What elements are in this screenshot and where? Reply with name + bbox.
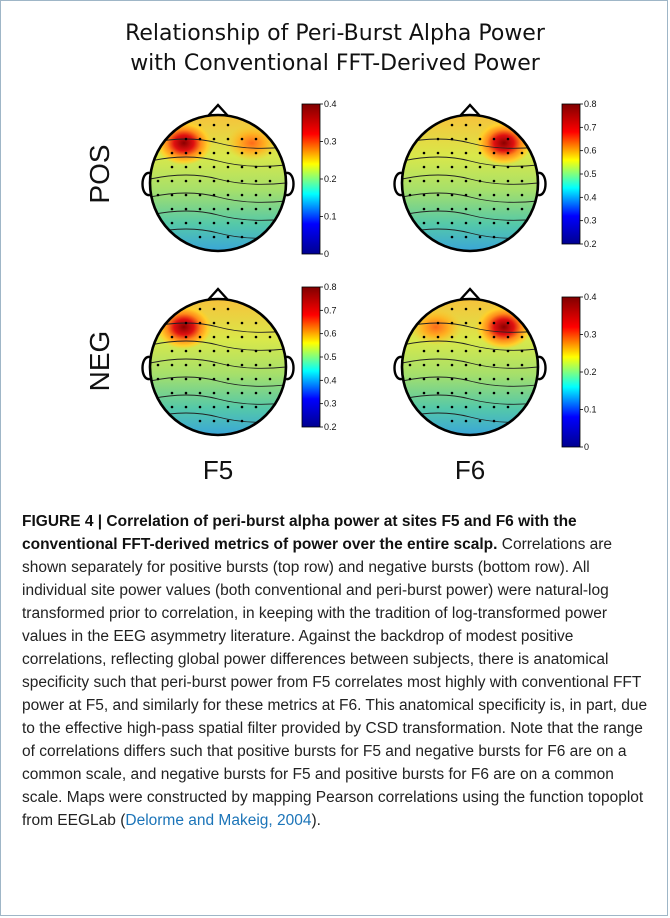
head-outline [148, 297, 288, 437]
topoplot-neg-f5 [141, 287, 295, 437]
electrode-dots [408, 307, 524, 423]
colorbar-tick-label: 0.2 [324, 174, 337, 184]
colorbar-tick-label: 0.3 [324, 137, 337, 147]
colorbar-tick-label: 0.6 [324, 329, 337, 339]
colorbar-tick-label: 0.3 [584, 216, 597, 226]
scalp-colormap [402, 299, 538, 435]
row-label-pos: POS [84, 144, 115, 204]
colorbar-tick-label: 0.7 [324, 305, 337, 315]
colorbar-tick-label: 0.7 [584, 122, 597, 132]
electrode-dots [156, 123, 272, 239]
colorbar-tick-label: 0 [324, 249, 329, 259]
nose-icon [459, 103, 481, 117]
head-outline [400, 297, 540, 437]
head-outline [400, 113, 540, 253]
nose-icon [459, 287, 481, 301]
caption-body-end: ). [311, 812, 321, 829]
colorbar-tick-label: 0.4 [584, 192, 597, 202]
figure-title-line1: Relationship of Peri-Burst Alpha Power [125, 21, 545, 46]
topoplot-pos-f6 [393, 103, 547, 253]
caption-reference-link[interactable]: Delorme and Makeig, 2004 [125, 812, 312, 829]
nose-icon [207, 103, 229, 117]
scalp-colormap [402, 115, 538, 251]
colorbar-tick-label: 0.4 [324, 375, 337, 385]
colorbar-gradient [301, 286, 321, 428]
left-ear-icon [141, 171, 151, 197]
right-ear-icon [537, 171, 547, 197]
colorbar-tick-label: 0.1 [584, 405, 597, 415]
colorbar-tick-label: 0.4 [584, 293, 597, 302]
left-ear-icon [393, 171, 403, 197]
col-label-f5: F5 [202, 455, 234, 485]
colorbar-gradient [561, 103, 581, 245]
colorbar-tick-label: 0.1 [324, 212, 337, 222]
colorbar-tick-label: 0.8 [584, 100, 597, 109]
nose-icon [207, 287, 229, 301]
topoplot-neg-f6 [393, 287, 547, 437]
colorbar-tick-label: 0 [584, 442, 589, 452]
colorbar-gradient [561, 296, 581, 448]
colorbar-tick-label: 0.5 [584, 169, 597, 179]
row-label-neg: NEG [84, 330, 115, 392]
colorbar-pos-f6: 0.8 0.7 0.6 0.5 0.4 0.3 0.2 [561, 100, 597, 249]
caption-heading: FIGURE 4 | Correlation of peri-burst alp… [22, 513, 577, 553]
right-ear-icon [285, 355, 295, 381]
right-ear-icon [537, 355, 547, 381]
colorbar-neg-f6: 0.4 0.3 0.2 0.1 0 [561, 293, 597, 452]
colorbar-tick-label: 0.6 [584, 146, 597, 156]
colorbar-tick-label: 0.8 [324, 283, 337, 292]
colorbar-tick-label: 0.2 [324, 422, 337, 432]
col-label-f6: F6 [454, 455, 486, 485]
caption-body: Correlations are shown separately for po… [22, 536, 648, 829]
figure-title-line2: with Conventional FFT-Derived Power [130, 51, 540, 76]
left-ear-icon [393, 355, 403, 381]
colorbar-gradient [301, 103, 321, 255]
topoplot-pos-f5 [141, 103, 295, 253]
colorbar-tick-label: 0.5 [324, 352, 337, 362]
electrode-dots [408, 123, 524, 239]
scalp-colormap [150, 115, 286, 251]
right-ear-icon [285, 171, 295, 197]
colorbar-tick-label: 0.2 [584, 239, 597, 249]
left-ear-icon [141, 355, 151, 381]
colorbar-tick-label: 0.4 [324, 100, 337, 109]
colorbar-tick-label: 0.3 [324, 399, 337, 409]
colorbar-pos-f5: 0.4 0.3 0.2 0.1 0 [301, 100, 337, 259]
head-outline [148, 113, 288, 253]
colorbar-tick-label: 0.2 [584, 367, 597, 377]
colorbar-tick-label: 0.3 [584, 330, 597, 340]
figure-caption: FIGURE 4 | Correlation of peri-burst alp… [22, 510, 650, 832]
colorbar-neg-f5: 0.8 0.7 0.6 0.5 0.4 0.3 0.2 [301, 283, 337, 432]
electrode-dots [156, 307, 272, 423]
